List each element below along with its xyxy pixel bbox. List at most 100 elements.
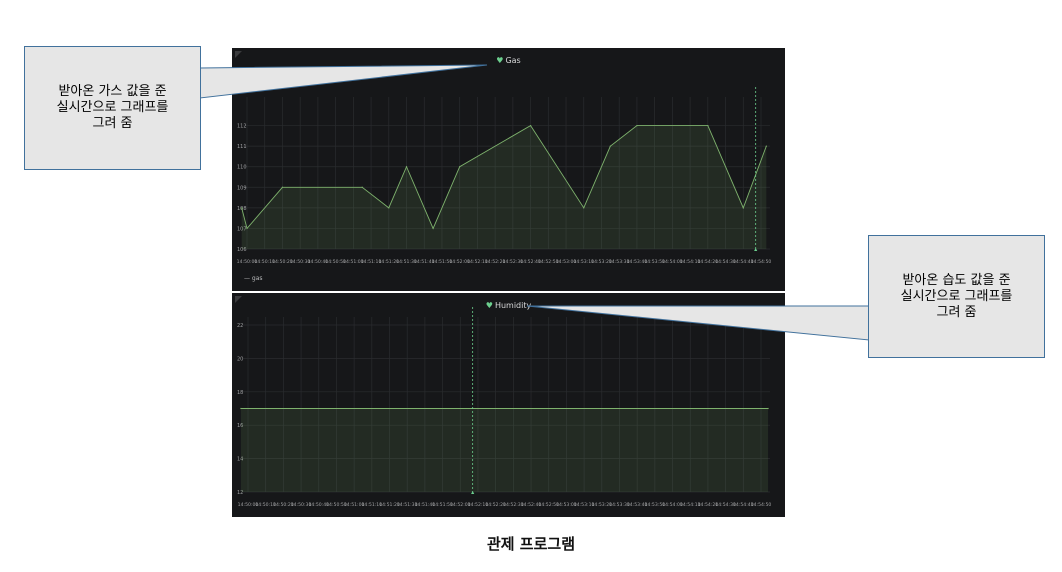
gas-callout: 받아온 가스 값을 준 실시간으로 그래프를 그려 줌 bbox=[24, 46, 201, 170]
x-tick-label: 14:52:40 bbox=[520, 259, 541, 265]
panel-corner-icon bbox=[235, 51, 242, 58]
x-tick-label: 14:53:30 bbox=[609, 502, 630, 508]
x-tick-label: 14:52:10 bbox=[467, 259, 488, 265]
humidity-title-text: Humidity bbox=[494, 301, 532, 310]
gas-chart: 10610710810911011111214:50:0014:50:1014:… bbox=[237, 87, 772, 265]
gas-title-text: Gas bbox=[505, 56, 521, 65]
x-tick-label: 14:52:50 bbox=[538, 502, 559, 508]
x-tick-label: 14:52:00 bbox=[449, 259, 470, 265]
data-point-humidity bbox=[767, 407, 769, 410]
x-tick-label: 14:54:30 bbox=[715, 259, 736, 265]
annotation-marker-icon bbox=[754, 248, 758, 251]
x-tick-label: 14:54:10 bbox=[680, 259, 701, 265]
x-tick-label: 14:51:20 bbox=[379, 502, 400, 508]
x-tick-label: 14:53:30 bbox=[609, 259, 630, 265]
data-point-gas bbox=[529, 124, 532, 127]
x-tick-label: 14:54:50 bbox=[751, 502, 772, 508]
x-tick-label: 14:52:30 bbox=[503, 502, 524, 508]
humidity-callout: 받아온 습도 값을 준 실시간으로 그래프를 그려 줌 bbox=[868, 235, 1045, 358]
x-tick-label: 14:53:10 bbox=[574, 502, 595, 508]
x-tick-label: 14:50:00 bbox=[237, 259, 258, 265]
panel-corner-icon bbox=[235, 296, 242, 303]
y-tick-label: 12 bbox=[237, 490, 243, 496]
x-tick-label: 14:50:10 bbox=[255, 502, 276, 508]
y-tick-label: 110 bbox=[237, 165, 247, 171]
x-tick-label: 14:51:40 bbox=[415, 502, 436, 508]
y-tick-label: 107 bbox=[237, 226, 247, 232]
figure-caption: 관제 프로그램 bbox=[486, 535, 576, 553]
data-point-gas bbox=[609, 145, 611, 147]
y-tick-label: 18 bbox=[237, 390, 243, 396]
x-tick-label: 14:52:20 bbox=[485, 259, 506, 265]
gas-legend-label: gas bbox=[251, 275, 263, 282]
x-tick-label: 14:50:20 bbox=[272, 259, 293, 265]
gas-callout-leader bbox=[199, 64, 488, 99]
heart-icon: ♥ bbox=[485, 301, 493, 310]
humidity-graph-panel: 12 14 16 18 20 22 14:50:00 14:50:10 14:50:20 14:5… bbox=[232, 293, 785, 517]
x-tick-label: 14:51:40 bbox=[414, 259, 435, 265]
x-tick-label: 14:52:30 bbox=[503, 259, 524, 265]
x-tick-label: 14:51:30 bbox=[396, 259, 417, 265]
humidity-panel-title[interactable]: ♥ Humidity bbox=[232, 301, 785, 310]
x-tick-label: 14:51:10 bbox=[362, 502, 383, 508]
x-tick-label: 14:50:30 bbox=[290, 259, 311, 265]
x-tick-label: 14:51:50 bbox=[432, 502, 453, 508]
x-tick-label: 14:54:10 bbox=[680, 502, 701, 508]
x-tick-label: 14:52:20 bbox=[485, 502, 506, 508]
x-tick-label: 14:50:00 bbox=[238, 502, 259, 508]
y-tick-label: 112 bbox=[237, 124, 247, 130]
data-point-gas bbox=[405, 166, 408, 168]
data-point-gas bbox=[583, 207, 585, 209]
data-point-gas bbox=[281, 186, 284, 188]
x-tick-label: 14:53:10 bbox=[573, 259, 594, 265]
x-tick-label: 14:54:40 bbox=[733, 502, 754, 508]
x-tick-label: 14:54:30 bbox=[715, 502, 736, 508]
x-tick-label: 14:52:10 bbox=[468, 502, 489, 508]
data-point-gas bbox=[388, 207, 390, 209]
x-tick-label: 14:54:20 bbox=[698, 502, 719, 508]
x-tick-label: 14:51:10 bbox=[361, 259, 382, 265]
x-tick-label: 14:54:40 bbox=[733, 259, 754, 265]
y-tick-label: 14 bbox=[237, 457, 243, 463]
x-tick-label: 14:52:00 bbox=[450, 502, 471, 508]
x-tick-label: 14:54:20 bbox=[698, 259, 719, 265]
series-area-humidity bbox=[240, 408, 769, 492]
x-tick-label: 14:53:20 bbox=[591, 259, 612, 265]
y-tick-label: 106 bbox=[237, 247, 247, 253]
humidity-callout-leader bbox=[526, 305, 870, 341]
gas-panel-title[interactable]: ♥ Gas bbox=[232, 56, 785, 65]
x-tick-label: 14:54:00 bbox=[662, 502, 683, 508]
x-tick-label: 14:53:20 bbox=[591, 502, 612, 508]
gas-legend[interactable]: — gas bbox=[244, 275, 263, 282]
x-tick-label: 14:54:00 bbox=[662, 259, 683, 265]
x-tick-label: 14:53:00 bbox=[556, 502, 577, 508]
x-tick-label: 14:51:50 bbox=[432, 259, 453, 265]
gas-graph-panel: 10610710810911011111214:50:0014:50:1014:… bbox=[232, 48, 785, 291]
y-tick-label: 111 bbox=[237, 144, 247, 150]
x-tick-label: 14:50:40 bbox=[308, 259, 329, 265]
data-point-gas bbox=[459, 166, 461, 168]
x-tick-label: 14:50:50 bbox=[326, 502, 347, 508]
data-point-gas bbox=[432, 227, 434, 230]
x-tick-label: 14:50:20 bbox=[273, 502, 294, 508]
data-point-gas bbox=[246, 227, 248, 230]
data-point-gas bbox=[742, 207, 744, 209]
x-tick-label: 14:53:40 bbox=[627, 259, 648, 265]
x-tick-label: 14:50:30 bbox=[291, 502, 312, 508]
x-tick-label: 14:54:50 bbox=[751, 259, 772, 265]
y-tick-label: 22 bbox=[237, 323, 243, 329]
data-point-gas bbox=[361, 186, 363, 188]
x-tick-label: 14:50:50 bbox=[325, 259, 346, 265]
x-tick-label: 14:50:40 bbox=[308, 502, 329, 508]
x-tick-label: 14:53:50 bbox=[644, 259, 665, 265]
heart-icon: ♥ bbox=[496, 56, 504, 65]
humidity-chart: 12141618202214:50:0014:50:1014:50:2014:5… bbox=[237, 307, 772, 508]
x-tick-label: 14:53:00 bbox=[556, 259, 577, 265]
x-tick-label: 14:50:10 bbox=[254, 259, 275, 265]
x-tick-label: 14:51:00 bbox=[343, 259, 364, 265]
series-area-gas bbox=[241, 125, 767, 249]
y-tick-label: 20 bbox=[237, 356, 243, 362]
y-tick-label: 16 bbox=[237, 423, 243, 429]
x-tick-label: 14:51:00 bbox=[344, 502, 365, 508]
